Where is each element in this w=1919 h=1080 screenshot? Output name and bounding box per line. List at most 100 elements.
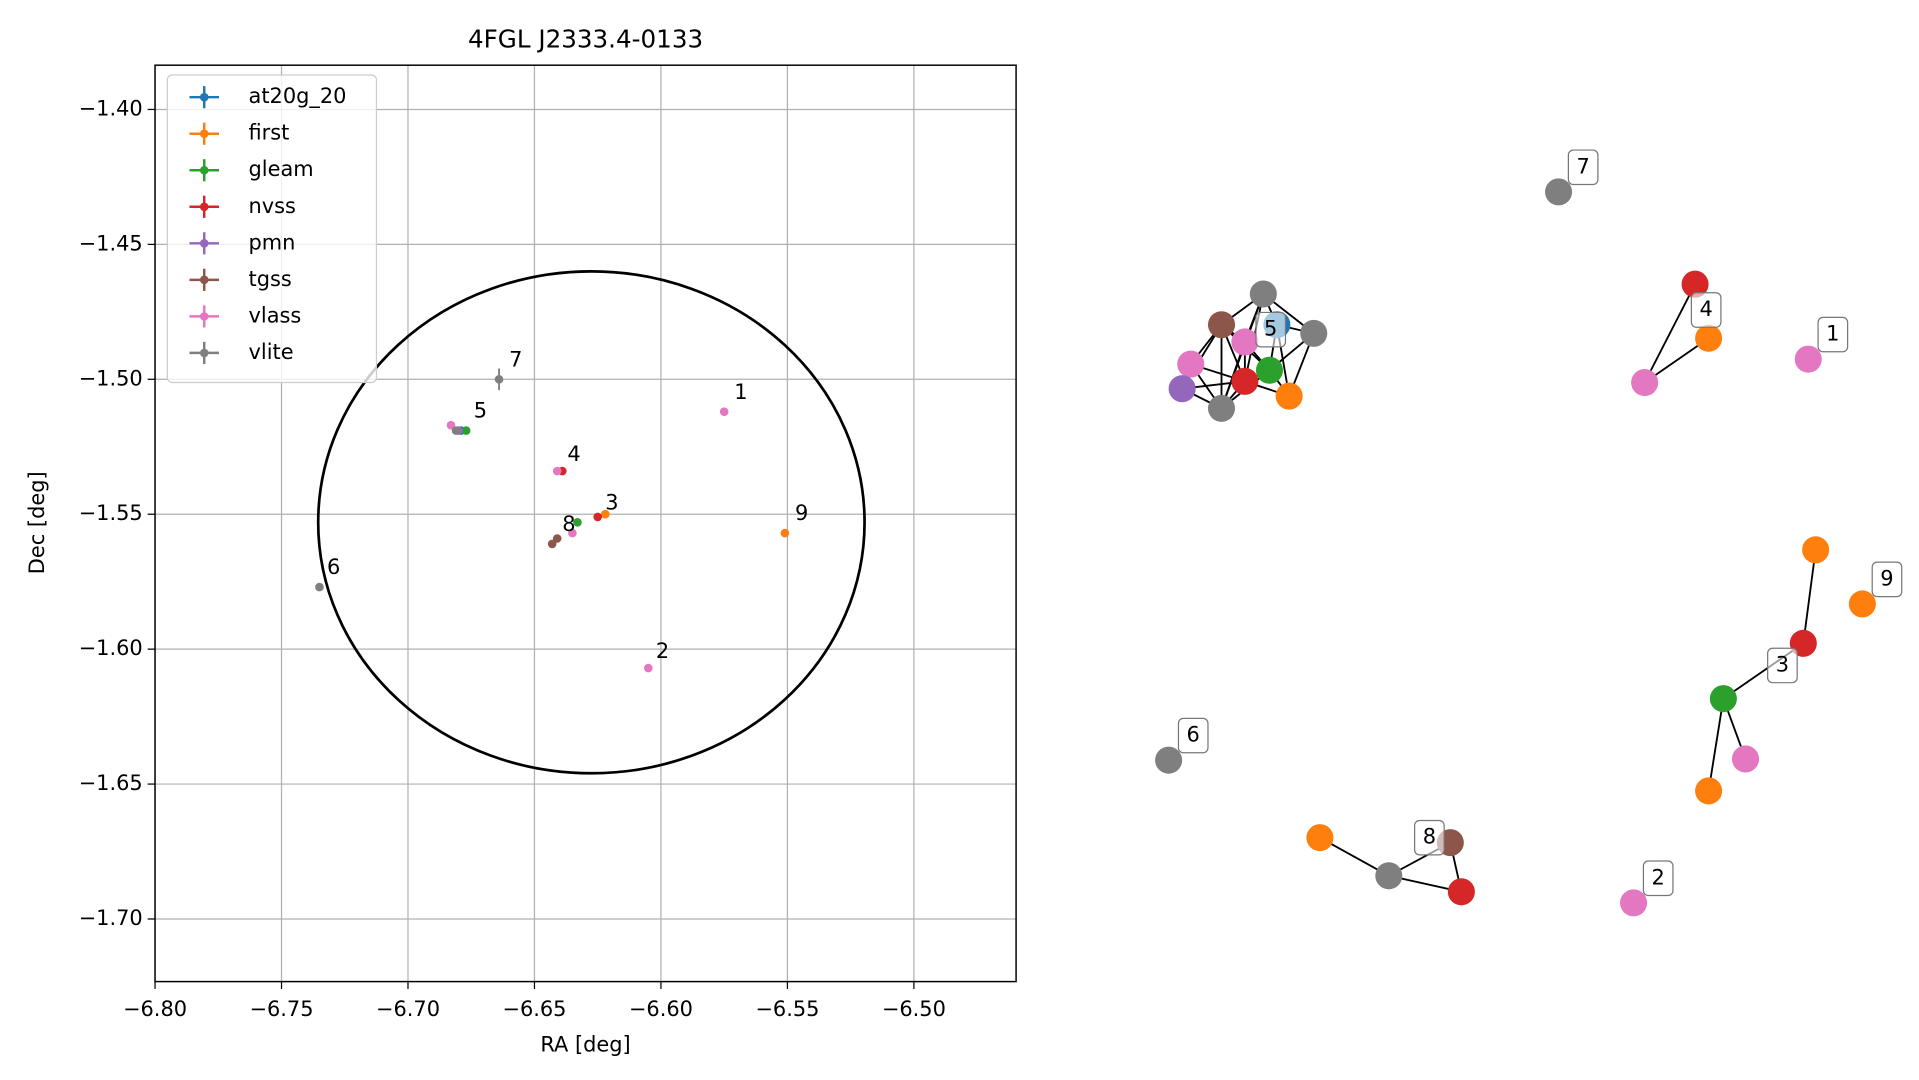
- annotation: 5: [474, 399, 487, 423]
- legend-marker: [199, 239, 209, 248]
- point: [719, 407, 729, 416]
- legend-marker: [199, 348, 209, 358]
- node-label-box: [1255, 311, 1287, 348]
- point: [643, 663, 653, 673]
- node: [1794, 345, 1822, 373]
- annotation: 8: [562, 512, 575, 536]
- point: [593, 512, 603, 522]
- plot-frame: [154, 64, 1017, 983]
- node-label: 8: [1423, 825, 1436, 849]
- point: [552, 466, 562, 476]
- x-tick-label: −6.75: [249, 997, 313, 1021]
- point: [494, 374, 504, 384]
- node-label-box: [1177, 717, 1209, 754]
- node: [1681, 270, 1709, 298]
- point: [451, 426, 461, 435]
- y-tick-label: −1.65: [79, 771, 143, 795]
- legend-label: vlite: [249, 340, 294, 364]
- y-axis-label: Dec [deg]: [25, 471, 49, 574]
- node-label: 9: [1880, 566, 1893, 590]
- y-tick-label: −1.50: [79, 366, 143, 390]
- point: [573, 518, 582, 527]
- legend-label: vlass: [249, 303, 302, 327]
- point: [552, 534, 562, 543]
- node: [1375, 862, 1403, 890]
- node: [1695, 324, 1723, 352]
- point: [547, 539, 557, 549]
- point: [600, 509, 610, 519]
- node-label: 5: [1264, 317, 1277, 341]
- node-label-box: [1642, 860, 1674, 897]
- annotation: 2: [656, 639, 669, 663]
- legend-marker: [199, 202, 209, 212]
- annotation: 4: [567, 442, 580, 466]
- annotation: 3: [605, 490, 618, 514]
- node-label: 1: [1826, 322, 1839, 346]
- node: [1231, 367, 1259, 395]
- point: [446, 420, 456, 430]
- legend-marker: [199, 92, 209, 102]
- node-label: 7: [1576, 154, 1589, 178]
- node-label: 3: [1776, 652, 1789, 676]
- legend-label: tgss: [249, 267, 292, 291]
- y-tick-label: −1.40: [79, 96, 143, 120]
- node-label-box: [1767, 647, 1798, 684]
- node: [1306, 824, 1334, 852]
- annotation: 9: [795, 501, 808, 525]
- point: [568, 528, 577, 538]
- node: [1249, 280, 1277, 308]
- node-label-box: [1817, 316, 1849, 353]
- x-tick-label: −6.65: [502, 997, 566, 1021]
- node: [1300, 319, 1328, 347]
- point: [461, 426, 471, 435]
- legend-label: nvss: [249, 194, 296, 218]
- node-label: 2: [1652, 865, 1665, 889]
- node: [1255, 356, 1284, 384]
- node: [1155, 746, 1183, 774]
- node: [1802, 536, 1830, 564]
- node: [1545, 178, 1573, 206]
- y-tick-label: −1.70: [79, 906, 143, 930]
- x-axis-label: RA [deg]: [540, 1033, 630, 1057]
- x-tick-label: −6.70: [376, 997, 440, 1021]
- node-label: 6: [1187, 723, 1200, 747]
- node-label-box: [1690, 292, 1722, 328]
- legend-label: at20g_20: [249, 84, 347, 108]
- legend-marker: [199, 129, 209, 139]
- node-label-box: [1567, 149, 1599, 186]
- legend-marker: [199, 275, 209, 285]
- chart-title: 4FGL J2333.4-0133: [468, 25, 703, 54]
- edge: [1707, 698, 1725, 792]
- node: [1231, 328, 1259, 356]
- annotation: 7: [509, 347, 522, 371]
- legend-label: gleam: [249, 157, 314, 181]
- node: [1731, 745, 1760, 773]
- localization-ellipse: [316, 270, 866, 775]
- node-label: 4: [1699, 297, 1712, 321]
- point: [315, 582, 324, 592]
- x-tick-label: −6.50: [882, 997, 946, 1021]
- node: [1168, 375, 1196, 403]
- x-tick-label: −6.55: [755, 997, 819, 1021]
- legend-box: [166, 74, 378, 384]
- node: [1447, 878, 1475, 906]
- y-tick-label: −1.45: [79, 231, 143, 255]
- node: [1275, 382, 1303, 410]
- edge: [1802, 549, 1817, 644]
- x-tick-label: −6.80: [123, 997, 187, 1021]
- annotation: 1: [734, 380, 747, 404]
- node: [1207, 311, 1236, 339]
- y-tick-label: −1.55: [79, 501, 143, 525]
- node: [1207, 394, 1236, 422]
- legend-marker: [199, 165, 209, 175]
- point: [780, 528, 790, 538]
- legend-label: first: [249, 121, 290, 145]
- legend-label: pmn: [249, 230, 296, 254]
- annotation: 6: [327, 555, 340, 579]
- edge: [1643, 283, 1696, 383]
- legend-marker: [199, 312, 209, 321]
- node: [1177, 350, 1205, 378]
- node: [1848, 590, 1876, 618]
